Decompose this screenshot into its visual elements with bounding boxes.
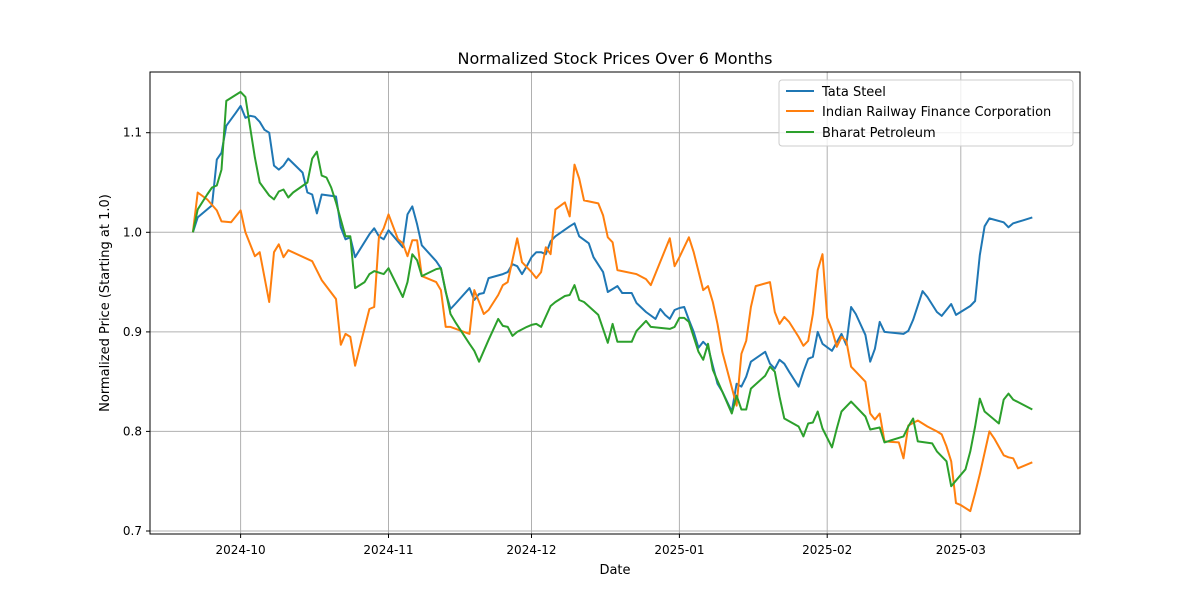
x-tick-label: 2024-11 <box>363 543 413 557</box>
y-tick-label: 1.0 <box>123 225 142 239</box>
y-axis-label: Normalized Price (Starting at 1.0) <box>98 194 113 412</box>
series-lines <box>191 90 1033 513</box>
x-axis: 2024-10 2024-11 2024-12 2025-01 2025-02 2025-… <box>216 534 986 557</box>
legend: Tata Steel Indian Railway Finance Corpor… <box>778 79 1074 147</box>
y-axis: 0.7 0.8 0.9 1.0 1.1 <box>123 126 150 538</box>
x-tick-label: 2024-10 <box>216 543 266 557</box>
x-tick-label: 2025-01 <box>654 543 704 557</box>
x-tick-label: 2025-03 <box>936 543 986 557</box>
chart-title: Normalized Stock Prices Over 6 Months <box>458 49 773 68</box>
y-tick-label: 0.9 <box>123 325 142 339</box>
x-tick-label: 2025-02 <box>802 543 852 557</box>
y-tick-label: 0.8 <box>123 424 142 438</box>
plot-area-frame <box>149 71 1081 535</box>
legend-box <box>778 79 1074 147</box>
y-tick-label: 1.1 <box>123 126 142 140</box>
legend-label-bharat-petroleum: Bharat Petroleum <box>822 126 936 141</box>
series-line-tata-steel <box>191 104 1033 413</box>
series-line-bharat-petroleum <box>191 90 1033 488</box>
legend-label-irfc: Indian Railway Finance Corporation <box>822 105 1051 120</box>
x-tick-label: 2024-12 <box>506 543 556 557</box>
x-axis-label: Date <box>599 563 630 578</box>
legend-label-tata-steel: Tata Steel <box>821 85 886 100</box>
series-line-indian-railway-finance-corporation <box>191 163 1033 513</box>
y-tick-label: 0.7 <box>123 524 142 538</box>
